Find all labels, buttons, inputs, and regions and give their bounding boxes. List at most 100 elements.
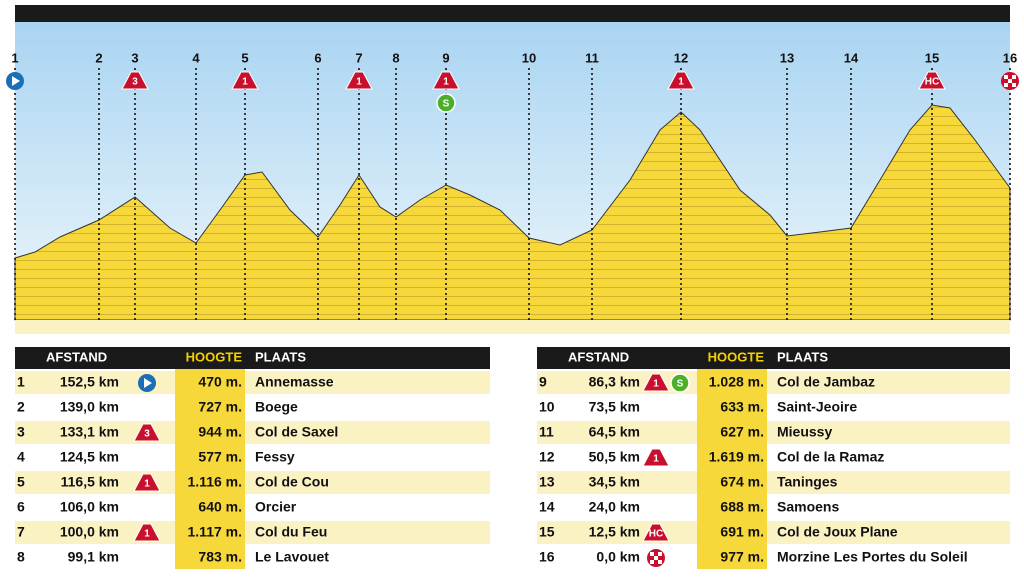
marker-label: 16 [1003,50,1017,65]
marker-label: 8 [392,50,399,65]
plaats: Col de la Ramaz [777,449,884,465]
row-number: 10 [539,399,555,415]
row-band [767,421,1010,444]
marker-label: 1 [11,50,18,65]
table-header [15,347,490,369]
afstand: 86,3 km [589,374,640,390]
header-plaats: PLAATS [777,349,828,364]
hoogte: 640 m. [198,499,242,515]
hoogte: 633 m. [720,399,764,415]
row-band [245,421,490,444]
afstand: 24,0 km [589,499,640,515]
marker-label: 14 [844,50,859,65]
climb-category: 1 [443,77,449,88]
climb-icon [667,71,695,90]
marker-label: 4 [192,50,200,65]
climb-category: 1 [678,77,684,88]
header-plaats: PLAATS [255,349,306,364]
climb-category: 3 [132,77,138,88]
hoogte: 691 m. [720,524,764,540]
climb-icon [133,473,161,492]
finish-check [1004,83,1008,87]
row-band [245,521,490,544]
afstand: 34,5 km [589,474,640,490]
plaats: Mieussy [777,424,832,440]
climb-icon [642,448,670,467]
stage-table: AFSTAND HOOGTE PLAATS 1 152,5 km 470 m. Annema… [15,347,490,569]
table-header [537,347,1010,369]
afstand: 64,5 km [589,424,640,440]
afstand: 139,0 km [60,399,119,415]
sprint-icon [436,93,456,113]
row-band [767,471,1010,494]
marker-label: 10 [522,50,536,65]
row-number: 3 [17,424,25,440]
plaats: Boege [255,399,298,415]
stage-table: AFSTAND HOOGTE PLAATS 9 86,3 km 1.028 m. Col d… [537,347,1010,569]
afstand: 116,5 km [61,474,119,490]
finish-check [1008,79,1012,83]
row-number: 5 [17,474,25,490]
hoogte: 674 m. [720,474,764,490]
header-afstand: AFSTAND [568,349,629,364]
hoogte: 577 m. [198,449,242,465]
plaats: Col du Feu [255,524,327,540]
hoogte: 627 m. [720,424,764,440]
climb-category: 1 [144,529,150,540]
afstand: 124,5 km [60,449,119,465]
hoogte: 783 m. [198,549,242,565]
climb-icon [918,71,946,90]
marker-label: 6 [314,50,321,65]
row-band [537,421,697,444]
climb-category: HC [925,77,939,88]
plaats: Samoens [777,499,839,515]
climb-icon [133,523,161,542]
hoogte-column [175,369,245,569]
hoogte: 1.117 m. [188,524,243,540]
row-band [15,371,175,394]
row-number: 7 [17,524,25,540]
climb-icon [432,71,460,90]
hoogte: 1.116 m. [188,474,243,490]
plaats: Col de Saxel [255,424,338,440]
afstand: 133,1 km [60,424,119,440]
marker-label: 11 [585,50,599,65]
climb-icon [231,71,259,90]
hoogte: 1.028 m. [709,374,764,390]
sprint-label: S [443,99,450,110]
marker-label: 7 [355,50,362,65]
row-band [767,371,1010,394]
afstand: 99,1 km [68,549,119,565]
plaats: Col de Cou [255,474,329,490]
plaats: Fessy [255,449,295,465]
hoogte: 688 m. [720,499,764,515]
marker-label: 9 [442,50,449,65]
row-number: 1 [17,374,25,390]
sprint-icon [670,373,690,393]
row-band [537,471,697,494]
afstand: 152,5 km [60,374,119,390]
climb-icon [121,71,149,90]
sprint-label: S [677,379,684,390]
finish-check [650,552,654,556]
row-number: 11 [539,424,554,440]
climb-category: 1 [653,379,659,390]
row-number: 9 [539,374,547,390]
afstand: 100,0 km [60,524,119,540]
start-arrow [12,76,20,86]
row-number: 6 [17,499,25,515]
plaats: Annemasse [255,374,334,390]
row-number: 2 [17,399,25,415]
top-bar [15,5,1010,22]
header-hoogte: HOOGTE [708,349,765,364]
row-number: 15 [539,524,555,540]
row-number: 8 [17,549,25,565]
climb-icon [642,523,670,542]
climb-category: HC [649,529,663,540]
hoogte: 470 m. [198,374,242,390]
finish-check [1012,83,1016,87]
plaats: Orcier [255,499,297,515]
marker-label: 12 [674,50,688,65]
row-number: 12 [539,449,555,465]
